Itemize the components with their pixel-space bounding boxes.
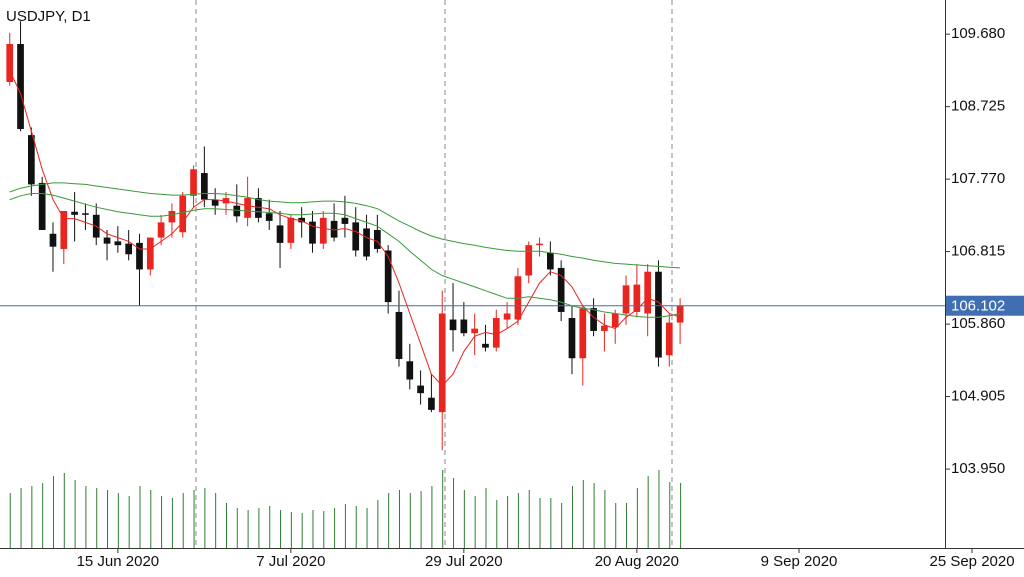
candle-body bbox=[233, 205, 241, 217]
current-price-label: 106.102 bbox=[951, 298, 1005, 315]
candle-body bbox=[136, 242, 143, 270]
x-tick-label: 20 Aug 2020 bbox=[595, 553, 679, 570]
candle-body bbox=[395, 311, 403, 360]
candle-body bbox=[655, 271, 662, 358]
candle-body bbox=[676, 305, 684, 323]
candle-body bbox=[114, 241, 122, 246]
candle-body bbox=[157, 222, 165, 238]
x-tick-label: 7 Jul 2020 bbox=[256, 553, 325, 570]
candle-body bbox=[319, 217, 327, 244]
candle-body bbox=[71, 211, 78, 215]
x-tick-label: 15 Jun 2020 bbox=[77, 553, 160, 570]
candle-body bbox=[503, 313, 511, 320]
candle-body bbox=[633, 284, 641, 312]
candle-body bbox=[276, 225, 284, 243]
candle-body bbox=[449, 319, 457, 331]
candle-body bbox=[557, 267, 565, 312]
candle-body bbox=[482, 343, 489, 348]
candle-body bbox=[17, 44, 24, 130]
y-tick-label: 106.815 bbox=[951, 243, 1005, 260]
moving-average-line bbox=[9, 70, 681, 387]
candle-body bbox=[341, 217, 349, 224]
candle-body bbox=[309, 221, 316, 244]
candle-body bbox=[38, 182, 46, 230]
candle-body bbox=[352, 222, 360, 251]
y-tick-label: 108.725 bbox=[951, 98, 1005, 115]
candle-body bbox=[103, 237, 111, 244]
candle-body bbox=[330, 220, 338, 238]
candle-body bbox=[579, 308, 587, 359]
candle-body bbox=[438, 313, 446, 413]
y-tick-label: 105.860 bbox=[951, 315, 1005, 332]
candle-body bbox=[568, 318, 576, 359]
candle-body bbox=[590, 308, 597, 331]
moving-average-line bbox=[9, 182, 681, 269]
candle-body bbox=[384, 250, 392, 303]
candle-body bbox=[287, 217, 295, 243]
candle-body bbox=[82, 213, 89, 215]
candle-body bbox=[471, 328, 479, 334]
candle-body bbox=[622, 285, 630, 314]
candle-body bbox=[255, 198, 262, 218]
x-tick-label: 29 Jul 2020 bbox=[425, 553, 503, 570]
candle-body bbox=[28, 135, 35, 185]
x-tick-label: 9 Sep 2020 bbox=[761, 553, 838, 570]
candle-body bbox=[601, 325, 608, 331]
y-tick-label: 109.680 bbox=[951, 25, 1005, 42]
period-separators bbox=[195, 0, 673, 548]
candle-body bbox=[611, 313, 619, 328]
candle-body bbox=[244, 198, 251, 218]
candle-body bbox=[428, 397, 435, 410]
candle-body bbox=[60, 211, 68, 249]
candle-body bbox=[6, 44, 14, 82]
candle-body bbox=[373, 229, 381, 249]
candle-body bbox=[644, 271, 652, 314]
y-tick-label: 103.950 bbox=[951, 460, 1005, 477]
candle-body bbox=[190, 169, 197, 196]
candle-body bbox=[201, 173, 208, 200]
candle-body bbox=[492, 318, 500, 348]
candle-body bbox=[211, 199, 219, 206]
candle-body bbox=[125, 243, 133, 255]
candle-body bbox=[298, 217, 306, 223]
candle-body bbox=[417, 385, 424, 394]
current-price-box bbox=[946, 295, 1024, 316]
candle-body bbox=[363, 228, 370, 257]
chart-title: USDJPY, D1 bbox=[6, 8, 91, 25]
candle-body bbox=[146, 237, 154, 270]
y-tick-label: 107.770 bbox=[951, 170, 1005, 187]
candle-body bbox=[406, 361, 414, 380]
candle-body bbox=[525, 245, 533, 276]
candle-body bbox=[536, 243, 543, 246]
x-tick-label: 25 Sep 2020 bbox=[929, 553, 1014, 570]
candle-body bbox=[168, 211, 176, 223]
candle-body bbox=[179, 195, 187, 233]
candle-body bbox=[265, 213, 273, 221]
moving-average-line bbox=[9, 193, 681, 318]
candle-body bbox=[49, 233, 57, 247]
candle-body bbox=[546, 252, 554, 270]
y-tick-label: 104.905 bbox=[951, 388, 1005, 405]
candle-body bbox=[460, 319, 468, 334]
candle-body bbox=[665, 322, 673, 356]
